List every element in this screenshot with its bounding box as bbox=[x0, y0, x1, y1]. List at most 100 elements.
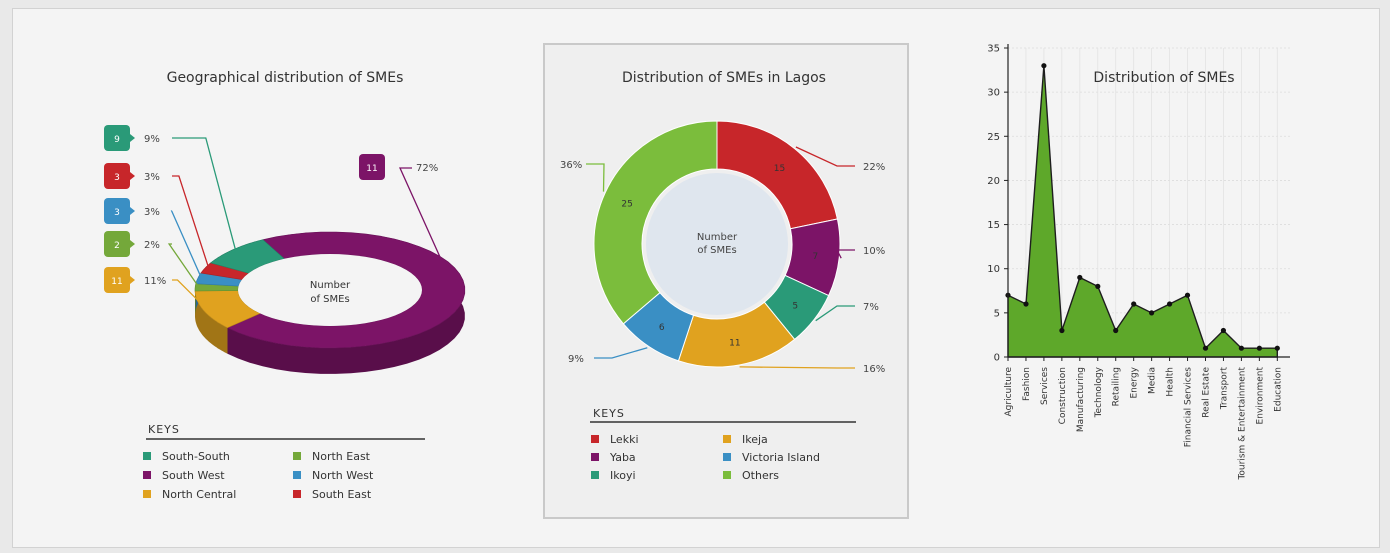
lagos-legend-swatch-lekki bbox=[591, 435, 599, 443]
lagos-legend-swatch-yaba bbox=[591, 453, 599, 461]
geo-legend-label-north_east: North East bbox=[312, 450, 371, 463]
lagos-leader-victoria_island bbox=[594, 347, 648, 359]
geo-badge-value: 2 bbox=[114, 241, 120, 251]
geo-legend-label-north_west: North West bbox=[312, 469, 374, 482]
geo-legend-label-south_east: South East bbox=[312, 488, 372, 501]
lagos-slice-value: 15 bbox=[774, 164, 785, 174]
sectors-point-education bbox=[1274, 345, 1280, 351]
lagos-legend-label-others: Others bbox=[742, 469, 779, 482]
sectors-xtick-label: Health bbox=[1166, 367, 1176, 397]
sectors-xtick-label: Energy bbox=[1130, 366, 1140, 398]
sectors-point-media bbox=[1149, 310, 1155, 316]
sectors-point-retailing bbox=[1113, 327, 1119, 334]
geo-center-label: of SMEs bbox=[310, 294, 349, 305]
geo-legend-swatch-north_east bbox=[293, 452, 301, 460]
lagos-leader-ikeja bbox=[739, 366, 855, 369]
geo-legend-label-north_central: North Central bbox=[162, 488, 236, 501]
geo-pct-label: 2% bbox=[144, 240, 160, 251]
geo-callout-south_east: 3 3% bbox=[104, 163, 210, 269]
lagos-legend-swatch-victoria_island bbox=[723, 453, 731, 461]
sectors-xtick-label: Services bbox=[1040, 367, 1050, 405]
sectors-xtick-label: Technology bbox=[1094, 366, 1104, 418]
lagos-leader-lekki bbox=[795, 146, 855, 167]
sectors-ytick-label: 25 bbox=[987, 132, 1000, 143]
lagos-pct-ikoyi: 7% bbox=[863, 302, 879, 313]
geo-pct-label: 3% bbox=[144, 172, 160, 183]
sectors-ytick-label: 0 bbox=[994, 353, 1000, 364]
lagos-legend-swatch-ikoyi bbox=[591, 471, 599, 479]
lagos-chart: Distribution of SMEs in Lagos 15 22% 7 10% 5 7… bbox=[560, 70, 885, 482]
geo-chart: Geographical distribution of SMEs Number o… bbox=[104, 70, 466, 501]
geo-legend-label-south_south: South-South bbox=[162, 450, 230, 463]
sectors-xtick-label: Environment bbox=[1255, 367, 1265, 425]
lagos-pct-victoria_island: 9% bbox=[568, 354, 584, 365]
lagos-pct-others: 36% bbox=[560, 160, 582, 171]
lagos-legend: KEYS Lekki Ikeja Yaba Victoria Island Ikoyi Ot… bbox=[590, 407, 856, 482]
geo-legend-swatch-south_south bbox=[143, 452, 151, 460]
lagos-legend-swatch-ikeja bbox=[723, 435, 731, 443]
sectors-xtick-label: Tourism & Entertainment bbox=[1237, 367, 1247, 481]
sectors-chart-title: Distribution of SMEs bbox=[1093, 70, 1234, 86]
geo-pct-label: 3% bbox=[144, 207, 160, 218]
geo-legend-swatch-north_west bbox=[293, 471, 301, 479]
lagos-legend-label-yaba: Yaba bbox=[609, 451, 636, 464]
sectors-ytick-label: 10 bbox=[987, 264, 1000, 275]
sectors-xtick-label: Media bbox=[1148, 367, 1158, 394]
lagos-slice-value: 25 bbox=[621, 200, 632, 210]
geo-center-label: Number bbox=[310, 280, 351, 291]
sectors-point-services bbox=[1041, 63, 1047, 69]
sectors-ytick-label: 20 bbox=[987, 176, 1000, 187]
lagos-slice-value: 5 bbox=[792, 302, 798, 312]
lagos-leader-yaba bbox=[835, 249, 855, 259]
sectors-xtick-label: Fashion bbox=[1022, 367, 1032, 401]
sectors-point-financial-services bbox=[1184, 292, 1191, 298]
lagos-slice-value: 7 bbox=[813, 252, 819, 262]
geo-badge bbox=[359, 154, 385, 180]
geo-badge bbox=[104, 198, 130, 224]
sectors-point-transport bbox=[1220, 327, 1226, 334]
lagos-leader-ikoyi bbox=[815, 305, 855, 322]
sectors-xtick-label: Education bbox=[1273, 367, 1283, 412]
geo-badge-value: 3 bbox=[114, 173, 120, 183]
lagos-legend-swatch-others bbox=[723, 471, 731, 479]
sectors-xtick-label: Agriculture bbox=[1004, 367, 1014, 417]
geo-chart-title: Geographical distribution of SMEs bbox=[167, 70, 404, 86]
geo-pct-label: 11% bbox=[144, 276, 166, 287]
sectors-xtick-label: Real Estate bbox=[1201, 367, 1211, 418]
geo-callout-south_west: 11 72% bbox=[359, 154, 460, 300]
geo-wall-north_central bbox=[195, 291, 228, 354]
sectors-point-environment bbox=[1256, 345, 1262, 351]
geo-badge-value: 9 bbox=[114, 135, 120, 145]
geo-badge bbox=[104, 267, 130, 293]
sectors-ytick-label: 15 bbox=[987, 220, 1000, 231]
sectors-chart: Distribution of SMEs 0 5 10 15 20 25 30 35 Agricu… bbox=[987, 44, 1290, 481]
geo-callout-north_east: 2 2% bbox=[104, 231, 200, 288]
geo-legend: KEYS South-South North East South West North… bbox=[143, 423, 425, 501]
lagos-center-label: of SMEs bbox=[697, 245, 736, 256]
lagos-donut-hole bbox=[646, 173, 788, 315]
geo-legend-swatch-north_central bbox=[143, 490, 151, 498]
lagos-legend-title: KEYS bbox=[593, 407, 625, 420]
geo-pct-label: 9% bbox=[144, 134, 160, 145]
lagos-center-label: Number bbox=[697, 232, 738, 243]
lagos-pct-lekki: 22% bbox=[863, 162, 885, 173]
sectors-xtick-label: Financial Services bbox=[1184, 367, 1194, 448]
geo-badge bbox=[104, 163, 130, 189]
geo-badge-value: 11 bbox=[111, 277, 122, 287]
lagos-pct-yaba: 10% bbox=[863, 246, 885, 257]
lagos-legend-label-ikeja: Ikeja bbox=[742, 433, 768, 446]
lagos-legend-label-ikoyi: Ikoyi bbox=[610, 469, 636, 482]
geo-badge-value: 3 bbox=[114, 208, 120, 218]
sectors-ytick-label: 5 bbox=[994, 308, 1000, 319]
lagos-legend-label-lekki: Lekki bbox=[610, 433, 639, 446]
geo-callout-north_central: 11 11% bbox=[104, 267, 208, 311]
sectors-ytick-label: 35 bbox=[987, 44, 1000, 55]
sectors-point-energy bbox=[1131, 301, 1137, 307]
sectors-point-fashion bbox=[1023, 301, 1029, 307]
sectors-point-real-estate bbox=[1202, 345, 1209, 351]
lagos-pct-ikeja: 16% bbox=[863, 364, 885, 375]
sectors-xtick-label: Transport bbox=[1219, 367, 1229, 411]
lagos-legend-label-victoria_island: Victoria Island bbox=[742, 451, 820, 464]
sectors-area bbox=[1007, 65, 1279, 358]
